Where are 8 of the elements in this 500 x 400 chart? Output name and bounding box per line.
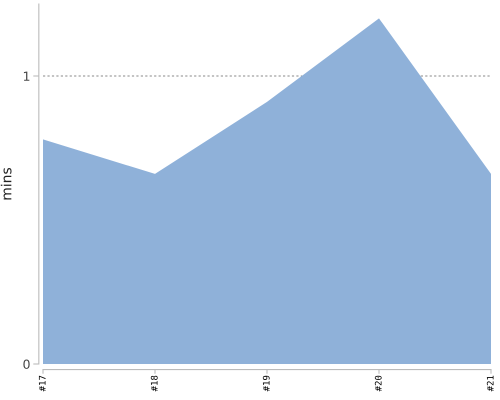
x-tick-label: #18	[150, 376, 158, 392]
x-tick-label: #17	[38, 376, 46, 392]
y-tick-label: 0	[23, 359, 30, 369]
x-tick-label: #21	[486, 376, 494, 392]
x-tick-label: #20	[374, 376, 382, 392]
x-tick-label: #19	[262, 376, 270, 392]
y-tick-label: 1	[24, 72, 30, 81]
y-axis-title: mins	[0, 168, 12, 200]
